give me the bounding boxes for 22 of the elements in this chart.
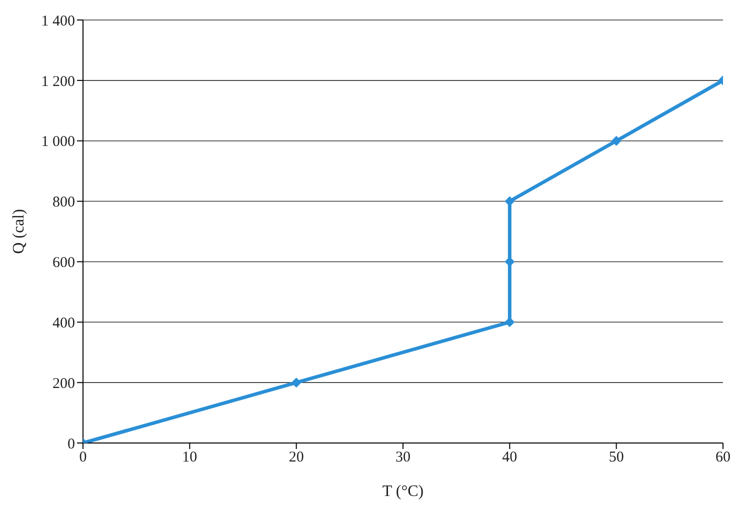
y-tick-label: 0	[68, 436, 75, 452]
x-tick-label: 40	[502, 450, 518, 466]
y-axis-title: Q (cal)	[10, 209, 28, 254]
point	[611, 136, 622, 146]
x-tick-label: 50	[608, 450, 624, 466]
point	[504, 196, 515, 206]
y-tick-label: 200	[52, 376, 75, 392]
y-tick-label: 1 200	[41, 74, 75, 90]
x-tick-label: 10	[182, 450, 198, 466]
y-tick-label: 800	[52, 194, 75, 211]
y-tick-label: 1 000	[41, 134, 75, 150]
point	[504, 317, 515, 328]
y-tick-label: 1 400	[41, 13, 75, 30]
y-tick-label: 600	[52, 255, 75, 272]
y-tick-label: 400	[52, 315, 75, 332]
x-tick-label: 30	[396, 450, 410, 466]
point	[291, 378, 302, 388]
x-tick-label: 0	[79, 450, 87, 466]
x-tick-label: 20	[288, 450, 304, 466]
point	[504, 256, 515, 267]
x-tick-label: 60	[716, 450, 730, 466]
x-axis-title: T (°C)	[382, 483, 424, 500]
